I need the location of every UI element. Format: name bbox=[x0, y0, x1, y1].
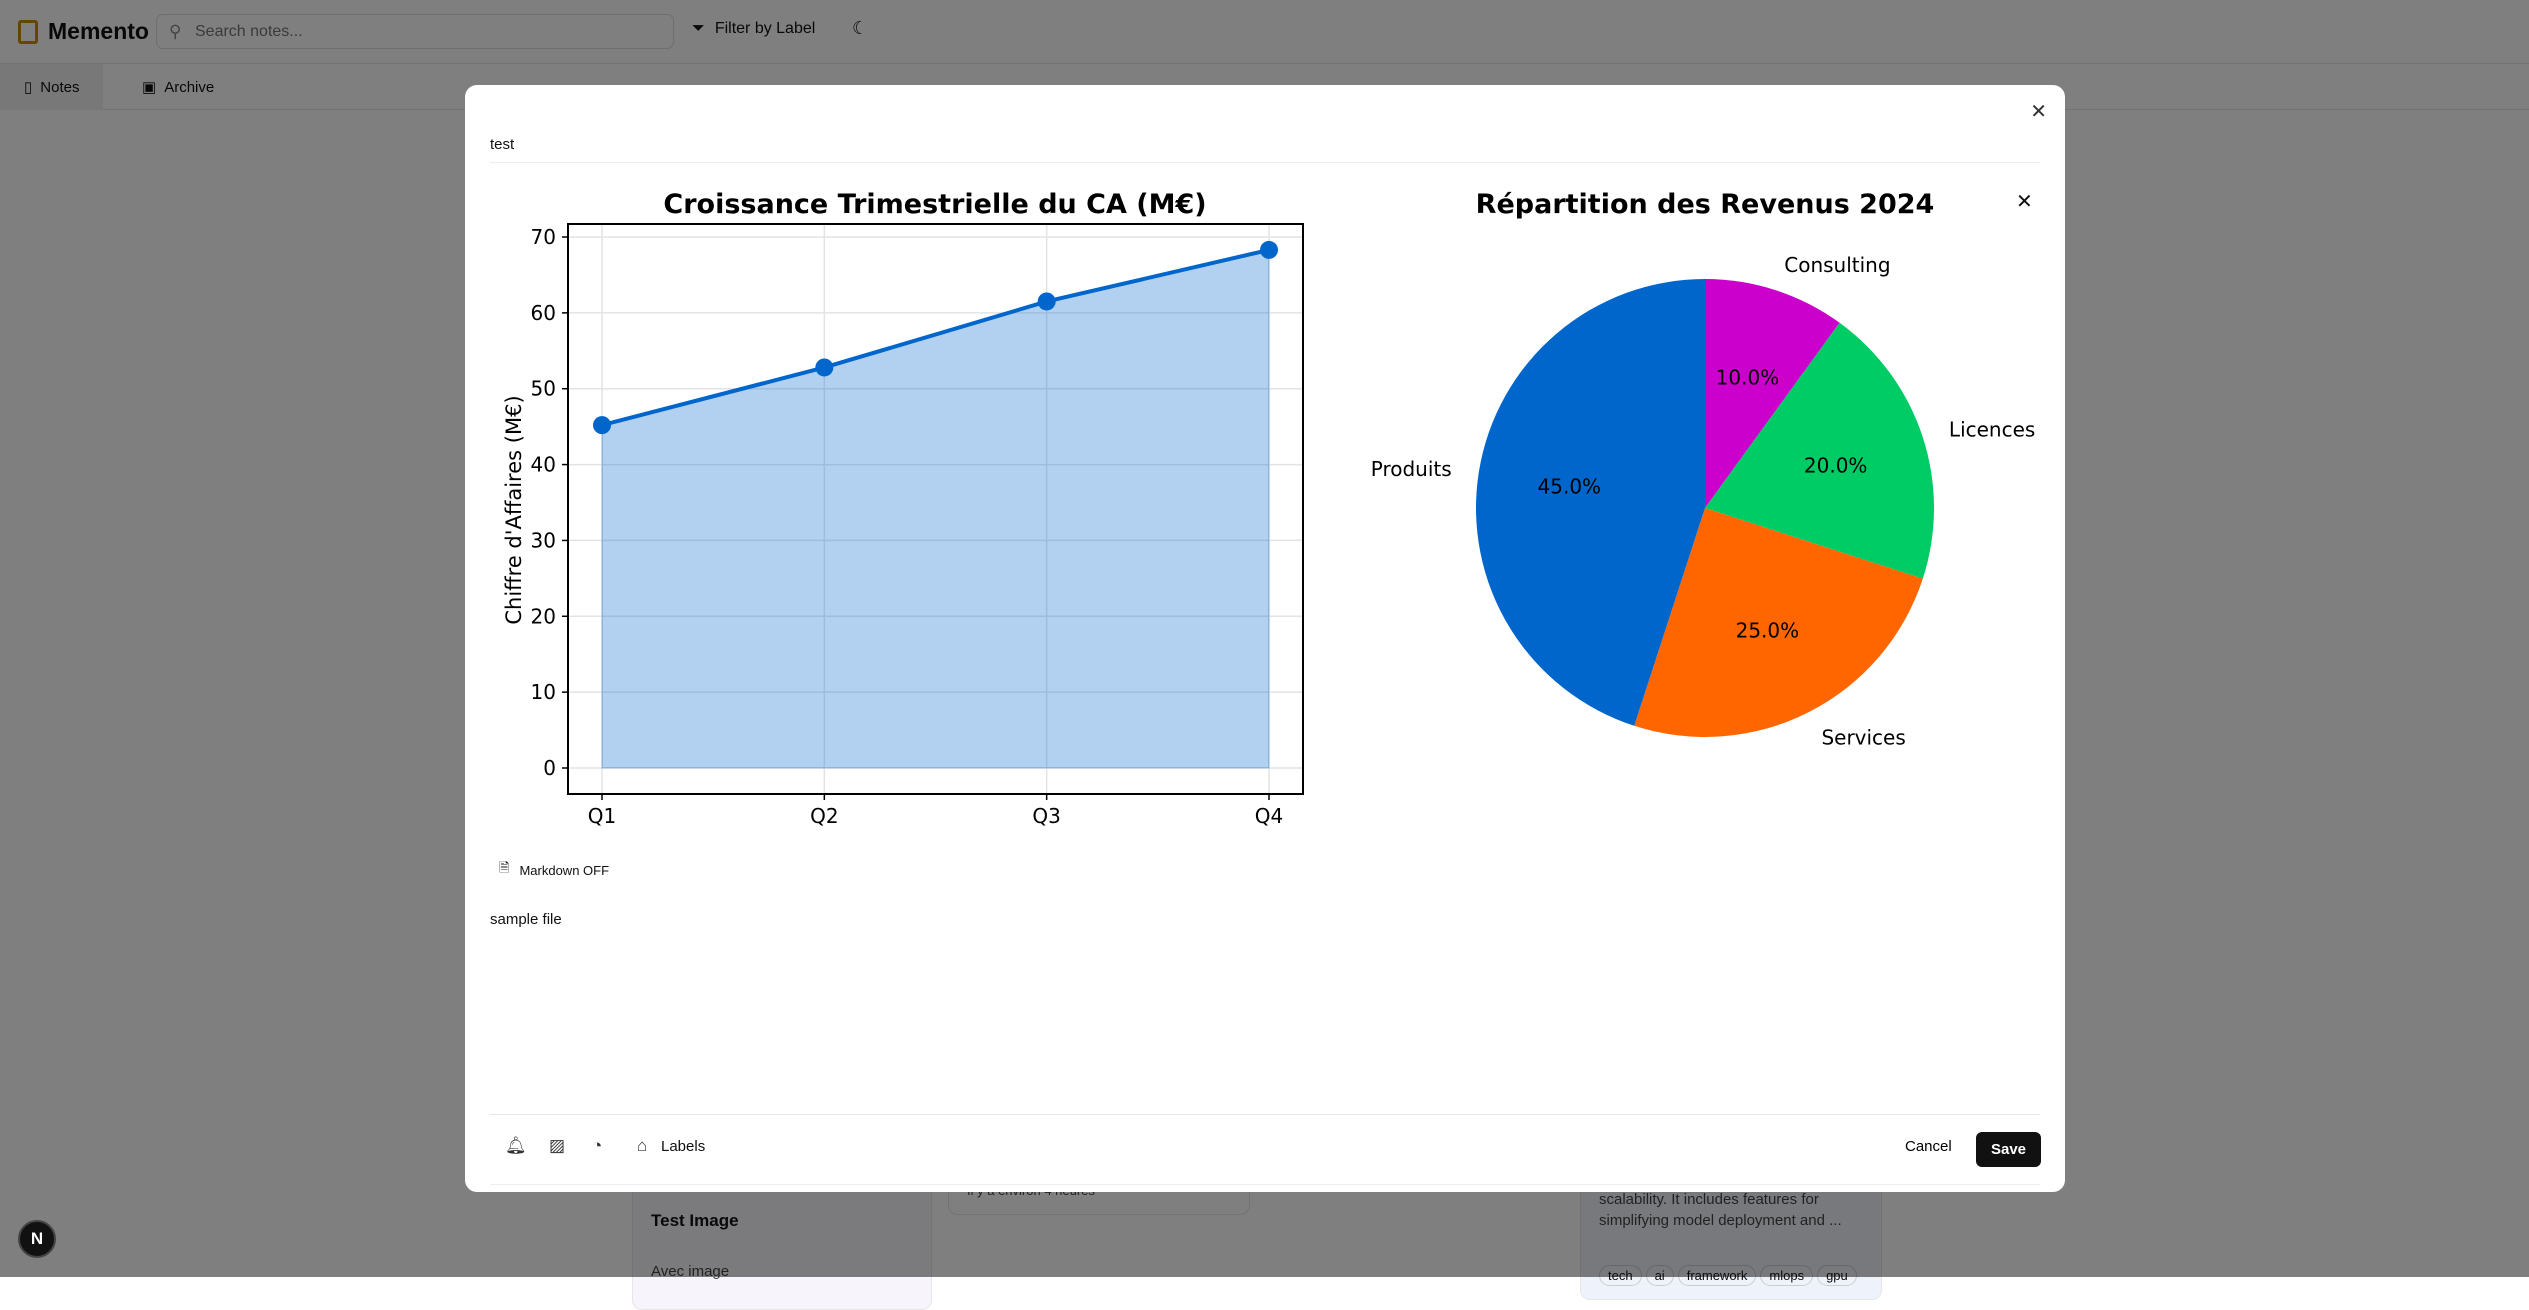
markdown-label: Markdown OFF bbox=[519, 862, 610, 878]
y-tick-label: 40 bbox=[531, 453, 556, 477]
save-button[interactable]: Save bbox=[1976, 1132, 2041, 1167]
x-tick-label: Q1 bbox=[588, 804, 616, 828]
note-content-textarea[interactable]: sample file bbox=[490, 903, 2040, 1185]
markdown-toggle[interactable]: 🗎 Markdown OFF bbox=[499, 859, 609, 881]
note-image: Croissance Trimestrielle du CA (M€) 0 10 20… bbox=[490, 177, 2039, 839]
pie-pct-label: 10.0% bbox=[1716, 365, 1780, 389]
document-icon: 🗎 bbox=[499, 860, 510, 875]
y-tick-label: 70 bbox=[531, 225, 556, 249]
remove-image-close-icon[interactable]: ✕ bbox=[2016, 191, 2033, 213]
note-title-input[interactable]: test bbox=[490, 135, 2040, 163]
pie-pct-label: 45.0% bbox=[1538, 475, 1602, 499]
cancel-button[interactable]: Cancel bbox=[1905, 1138, 1952, 1155]
y-tick-label: 20 bbox=[531, 604, 556, 628]
palette-icon[interactable]: ◔ bbox=[592, 1136, 603, 1155]
y-tick-label: 0 bbox=[543, 756, 556, 780]
pie-label: Produits bbox=[1371, 457, 1452, 481]
pie-slice bbox=[1705, 322, 1935, 579]
data-point bbox=[1260, 240, 1278, 259]
data-point bbox=[1037, 292, 1056, 311]
x-tick-label: Q3 bbox=[1032, 804, 1060, 828]
y-axis-label: Chiffre d'Affaires (M€) bbox=[502, 395, 526, 624]
plot-area bbox=[568, 224, 1303, 794]
pie-slice bbox=[1634, 508, 1923, 737]
data-point bbox=[815, 358, 834, 377]
bell-icon[interactable]: 🔔︎ bbox=[505, 1136, 527, 1155]
pie-pct-label: 20.0% bbox=[1804, 454, 1868, 478]
pie-label: Consulting bbox=[1784, 253, 1890, 277]
y-tick-label: 30 bbox=[531, 528, 556, 552]
chart-title: Croissance Trimestrielle du CA (M€) bbox=[663, 189, 1206, 220]
x-tick-label: Q4 bbox=[1255, 804, 1283, 828]
dev-badge[interactable]: N bbox=[18, 1220, 56, 1258]
pie-label: Licences bbox=[1949, 418, 2035, 442]
labels-button[interactable]: Labels bbox=[661, 1138, 706, 1155]
pie-slice bbox=[1476, 279, 1705, 726]
footer-divider bbox=[490, 1114, 2040, 1115]
pie-label: Services bbox=[1821, 726, 1905, 750]
axes-frame bbox=[567, 223, 1304, 795]
edit-note-modal: ✕ test Croissance Trimestrielle du CA (M… bbox=[465, 85, 2065, 1192]
close-icon[interactable]: ✕ bbox=[2030, 101, 2047, 123]
y-tick-label: 10 bbox=[531, 680, 556, 704]
tag-icon[interactable]: ⌂ bbox=[637, 1136, 648, 1155]
data-point bbox=[593, 416, 611, 435]
y-tick-label: 60 bbox=[531, 301, 556, 325]
charts-image: Croissance Trimestrielle du CA (M€) 0 10 20… bbox=[502, 189, 2035, 828]
image-icon[interactable]: ▨ bbox=[549, 1136, 566, 1155]
series-line bbox=[601, 247, 1270, 428]
y-tick-label: 50 bbox=[531, 377, 556, 401]
pie-slice bbox=[1705, 279, 1840, 508]
x-tick-label: Q2 bbox=[810, 804, 838, 828]
pie-pct-label: 25.0% bbox=[1736, 618, 1800, 642]
chart-title: Répartition des Revenus 2024 bbox=[1476, 189, 1935, 220]
